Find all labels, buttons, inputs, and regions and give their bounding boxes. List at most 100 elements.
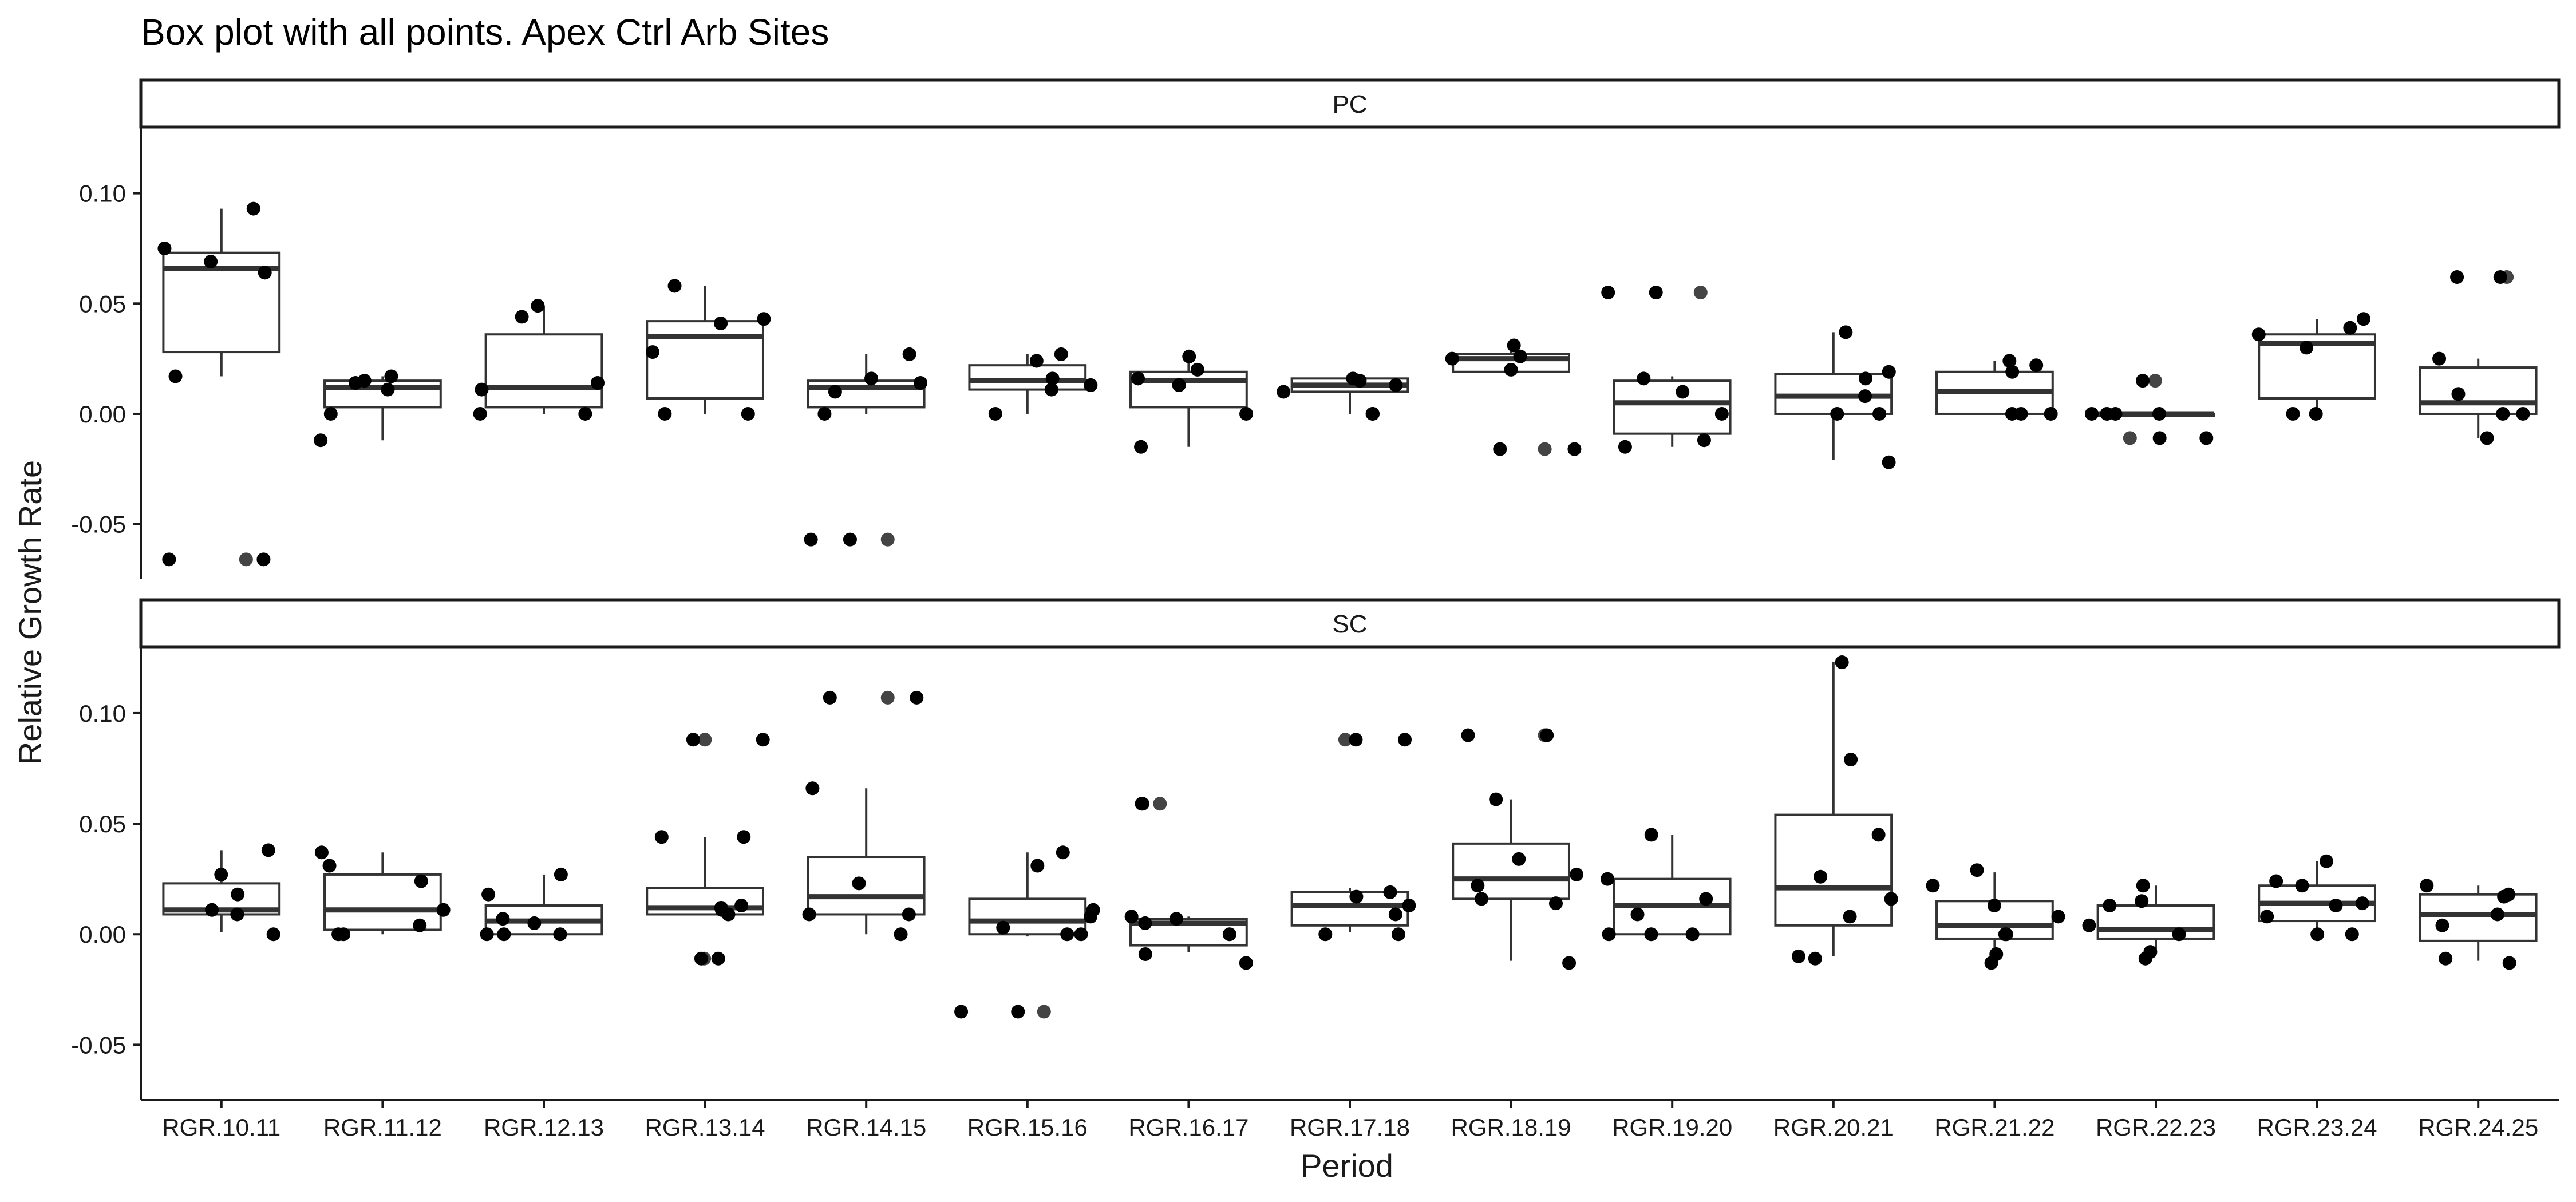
data-point: [1084, 910, 1098, 924]
box-RGR.21.22: [1935, 361, 2054, 415]
data-point: [2356, 312, 2370, 326]
data-point: [1970, 863, 1984, 877]
data-point: [1882, 455, 1896, 469]
data-point: [802, 907, 816, 922]
box-RGR.12.13: [484, 306, 603, 414]
data-point: [2439, 951, 2453, 966]
outlier-point: [2123, 431, 2137, 445]
data-point: [1084, 378, 1098, 392]
data-point: [734, 899, 749, 913]
box-body: [1935, 900, 2054, 940]
x-tick-label: RGR.12.13: [484, 1114, 604, 1141]
data-point: [654, 830, 669, 844]
data-point: [314, 433, 328, 448]
data-point: [1277, 385, 1291, 399]
data-point: [1570, 867, 1584, 881]
data-point: [902, 907, 916, 922]
data-point: [2451, 387, 2466, 401]
data-point: [1791, 949, 1805, 963]
data-point: [1839, 325, 1853, 339]
data-point: [2432, 351, 2447, 366]
data-point: [1649, 286, 1663, 300]
box-RGR.23.24: [2258, 861, 2376, 935]
box-body: [807, 856, 926, 916]
data-point: [1601, 286, 1615, 300]
data-point: [1637, 371, 1651, 386]
data-point: [384, 369, 398, 383]
x-axis-ticks: RGR.10.11 RGR.11.12 RGR.12.13 RGR.13.14 RGR.…: [162, 1100, 2538, 1141]
data-point: [864, 371, 879, 386]
data-point: [2497, 889, 2511, 904]
data-point: [805, 781, 820, 796]
data-point: [480, 927, 494, 942]
data-point: [2251, 327, 2266, 342]
outlier-point: [1338, 733, 1352, 747]
y-tick-label: 0.05: [79, 810, 126, 837]
y-tick-label: 0.10: [79, 180, 126, 207]
data-point: [1318, 927, 1333, 942]
box-RGR.14.15: [807, 354, 926, 547]
box-RGR.13.14: [646, 286, 764, 414]
data-point: [1239, 406, 1254, 421]
data-point: [1134, 440, 1148, 454]
data-point: [381, 382, 395, 397]
data-point: [1365, 406, 1380, 421]
data-point: [2516, 406, 2530, 421]
data-point: [913, 376, 927, 390]
data-point: [1507, 338, 1521, 353]
data-point: [497, 927, 511, 942]
data-point: [578, 406, 592, 421]
data-point: [1445, 351, 1459, 366]
chart-title: Box plot with all points. Apex Ctrl Arb …: [141, 11, 829, 53]
x-tick-label: RGR.11.12: [323, 1114, 442, 1141]
data-point: [314, 845, 329, 860]
x-tick-label: RGR.23.24: [2257, 1114, 2377, 1141]
data-point: [1676, 385, 1690, 399]
data-point: [2295, 879, 2309, 893]
data-point: [828, 385, 842, 399]
data-point: [230, 907, 244, 922]
data-point: [214, 867, 228, 881]
x-tick-label: RGR.18.19: [1451, 1114, 1571, 1141]
data-point: [1060, 927, 1074, 942]
y-tick-label: 0.05: [79, 290, 126, 317]
data-point: [1349, 889, 1364, 904]
data-point: [591, 376, 605, 390]
data-point: [1567, 442, 1582, 456]
data-point: [737, 830, 751, 844]
data-point: [1602, 927, 1616, 942]
data-point: [1389, 378, 1403, 392]
box-RGR.14.15: [807, 690, 926, 935]
box-RGR.19.20: [1613, 835, 1732, 936]
data-point: [527, 916, 542, 930]
data-point: [2260, 910, 2274, 924]
data-point: [348, 376, 362, 390]
data-point: [2138, 951, 2152, 966]
data-point: [2355, 896, 2369, 911]
data-point: [658, 406, 672, 421]
x-tick-label: RGR.21.22: [1934, 1114, 2055, 1141]
data-point: [1475, 892, 1489, 906]
data-point: [323, 406, 338, 421]
box-body: [2096, 904, 2215, 940]
data-point: [2496, 406, 2510, 421]
data-point: [741, 406, 755, 421]
y-tick-label: -0.05: [71, 1031, 126, 1058]
data-point: [1987, 899, 2001, 913]
x-tick-label: RGR.19.20: [1612, 1114, 1732, 1141]
data-point: [2493, 270, 2507, 284]
data-point: [1222, 927, 1236, 942]
data-point: [1131, 371, 1145, 386]
data-point: [2345, 927, 2359, 942]
data-point: [823, 690, 837, 705]
data-point: [1844, 753, 1858, 767]
data-point: [261, 843, 275, 857]
data-point: [2319, 854, 2333, 868]
data-point: [204, 255, 218, 269]
data-point: [910, 690, 924, 705]
data-point: [894, 927, 908, 942]
data-point: [1926, 879, 1940, 893]
box-RGR.15.16: [968, 354, 1087, 414]
data-point: [1383, 885, 1397, 899]
outlier-point: [880, 532, 895, 547]
